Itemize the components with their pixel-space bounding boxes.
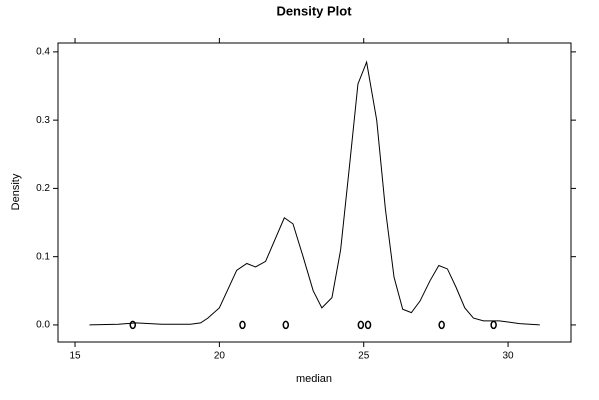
x-tick-label: 30 [503,351,515,362]
x-tick-label: 25 [358,351,370,362]
density-line [89,60,540,326]
rug-point [364,320,372,330]
rug-point [357,320,365,330]
rug-point [282,320,290,330]
y-tick-label: 0.2 [36,183,50,194]
x-tick-label: 15 [69,351,81,362]
y-tick-label: 0.4 [36,47,50,58]
chart-title: Density Plot [276,3,352,18]
plot-frame [57,42,572,343]
y-tick-label: 0.0 [36,320,50,331]
y-axis-label: Density [10,173,22,210]
rug-point [239,320,246,330]
y-tick-label: 0.3 [36,115,50,126]
x-axis-label: median [296,373,332,385]
rug-point [129,320,137,330]
y-tick-label: 0.1 [36,251,50,262]
rug-point [490,320,497,330]
x-tick-label: 20 [214,351,226,362]
rug-point [438,320,445,330]
